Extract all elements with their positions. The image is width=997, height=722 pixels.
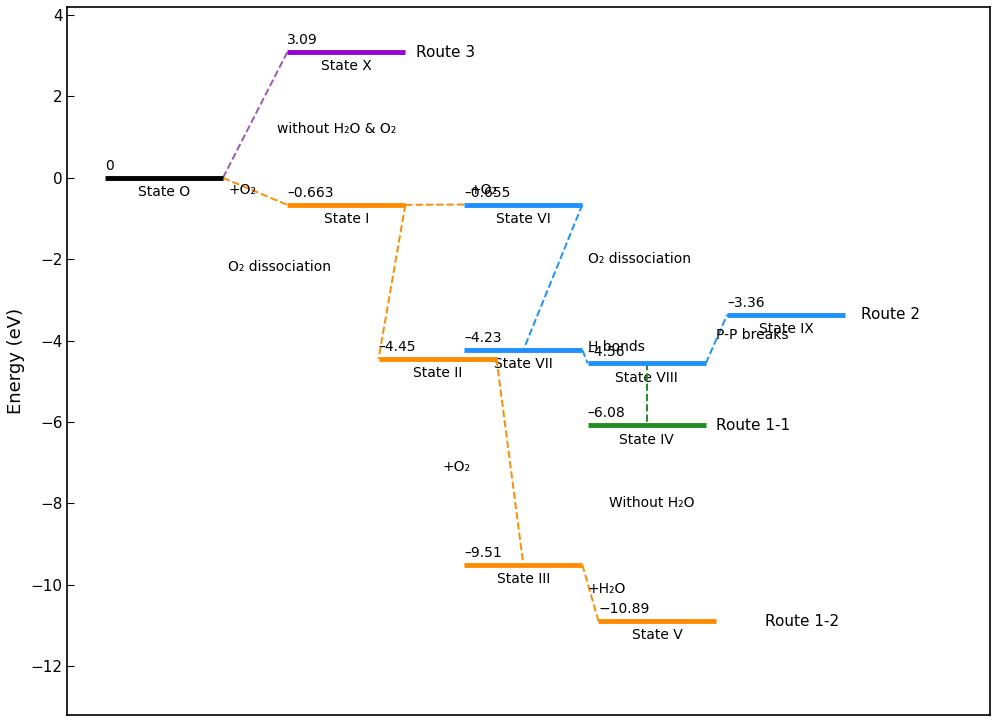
Text: Without H₂O: Without H₂O — [609, 497, 695, 510]
Text: State I: State I — [324, 212, 369, 226]
Text: –4.45: –4.45 — [379, 340, 416, 354]
Text: O₂ dissociation: O₂ dissociation — [228, 261, 331, 274]
Text: Route 1-1: Route 1-1 — [717, 418, 791, 432]
Text: State VII: State VII — [494, 357, 552, 371]
Text: State O: State O — [138, 186, 190, 199]
Text: –6.08: –6.08 — [587, 406, 625, 420]
Text: H bonds: H bonds — [587, 340, 645, 354]
Text: +O₂: +O₂ — [228, 183, 256, 197]
Text: −10.89: −10.89 — [598, 602, 650, 616]
Text: –4.23: –4.23 — [465, 331, 501, 345]
Text: –9.51: –9.51 — [465, 546, 502, 560]
Text: State VI: State VI — [496, 212, 550, 226]
Text: –3.36: –3.36 — [727, 296, 765, 310]
Text: State III: State III — [497, 573, 550, 586]
Text: State IX: State IX — [759, 322, 814, 336]
Text: +H₂O: +H₂O — [587, 582, 626, 596]
Text: –0.655: –0.655 — [465, 186, 510, 200]
Text: without H₂O & O₂: without H₂O & O₂ — [276, 122, 396, 136]
Text: State V: State V — [632, 628, 683, 643]
Text: –0.663: –0.663 — [287, 186, 334, 200]
Text: State VIII: State VIII — [615, 371, 678, 385]
Text: O₂ dissociation: O₂ dissociation — [587, 252, 691, 266]
Text: Route 2: Route 2 — [861, 307, 920, 322]
Text: –4.56: –4.56 — [587, 344, 625, 359]
Text: State IV: State IV — [619, 432, 674, 447]
Text: Route 3: Route 3 — [416, 45, 476, 60]
Text: P-P breaks: P-P breaks — [717, 328, 789, 342]
Y-axis label: Energy (eV): Energy (eV) — [7, 308, 25, 414]
Text: State II: State II — [413, 366, 463, 380]
Text: +O₂: +O₂ — [443, 460, 471, 474]
Text: +O₂: +O₂ — [470, 183, 498, 197]
Text: 0: 0 — [105, 159, 114, 173]
Text: State X: State X — [321, 59, 372, 74]
Text: Route 1-2: Route 1-2 — [765, 614, 838, 629]
Text: 3.09: 3.09 — [287, 33, 318, 47]
